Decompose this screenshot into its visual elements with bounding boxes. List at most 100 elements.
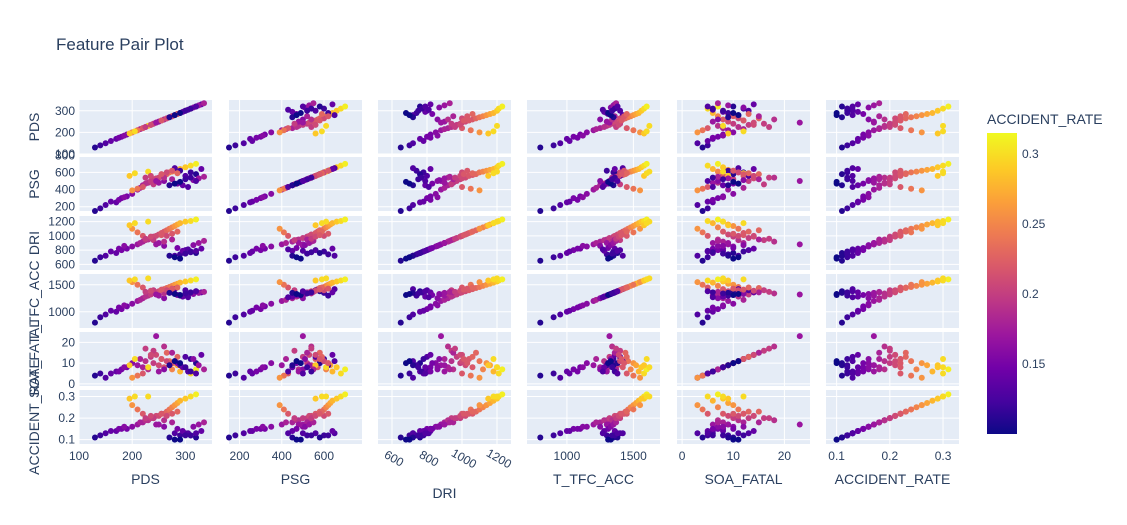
scatter-point bbox=[838, 257, 845, 264]
scatter-point bbox=[410, 362, 416, 369]
scatter-point bbox=[849, 430, 856, 437]
scatter-point bbox=[599, 184, 606, 190]
scatter-point bbox=[918, 112, 925, 119]
scatter-point bbox=[618, 410, 625, 417]
scatter-point bbox=[934, 164, 941, 171]
scatter-point bbox=[193, 370, 200, 377]
scatter-point bbox=[201, 419, 208, 426]
scatter-point bbox=[750, 101, 757, 108]
scatter-point bbox=[945, 103, 952, 110]
scatter-point bbox=[550, 142, 557, 149]
scatter-point bbox=[735, 237, 742, 244]
scatter-point bbox=[187, 169, 194, 176]
scatter-point bbox=[881, 174, 888, 181]
scatter-point bbox=[166, 182, 173, 189]
scatter-point bbox=[924, 280, 931, 287]
scatter-point bbox=[403, 292, 409, 299]
scatter-point bbox=[720, 428, 727, 435]
scatter-point bbox=[725, 412, 732, 419]
scatter-point bbox=[849, 288, 856, 295]
scatter-point bbox=[740, 128, 747, 135]
scatter-point bbox=[892, 121, 899, 128]
scatter-point bbox=[182, 353, 189, 360]
scatter-point bbox=[131, 276, 138, 283]
scatter-point bbox=[537, 319, 544, 326]
scatter-point bbox=[870, 298, 877, 304]
scatter-point bbox=[618, 356, 625, 362]
scatter-point bbox=[476, 225, 483, 232]
scatter-point bbox=[709, 308, 716, 315]
scatter-point bbox=[441, 421, 448, 428]
panel-PSG-vs-DRI bbox=[378, 157, 511, 214]
scatter-point bbox=[158, 117, 165, 124]
scatter-point bbox=[280, 406, 287, 413]
scatter-point bbox=[325, 230, 332, 237]
scatter-point bbox=[865, 423, 872, 430]
scatter-point bbox=[537, 372, 544, 379]
scatter-point bbox=[446, 173, 453, 180]
scatter-point bbox=[187, 105, 194, 112]
scatter-point bbox=[897, 364, 904, 371]
scatter-point bbox=[699, 208, 706, 214]
scatter-point bbox=[714, 116, 721, 123]
scatter-point bbox=[709, 425, 716, 432]
scatter-point bbox=[940, 168, 947, 175]
scatter-point bbox=[182, 176, 189, 183]
scatter-point bbox=[725, 289, 732, 296]
scatter-point bbox=[446, 100, 453, 107]
scatter-point bbox=[499, 366, 506, 373]
scatter-point bbox=[929, 279, 936, 286]
scatter-point bbox=[740, 248, 747, 255]
scatter-point bbox=[892, 358, 899, 365]
scatter-point bbox=[745, 121, 752, 128]
scatter-point bbox=[240, 202, 247, 208]
scatter-point bbox=[557, 374, 564, 381]
y-axis-title: ACCIDENT_RATE bbox=[26, 359, 42, 475]
scatter-point bbox=[171, 112, 178, 119]
scatter-point bbox=[641, 362, 648, 369]
scatter-point bbox=[460, 232, 467, 239]
scatter-point bbox=[945, 160, 952, 167]
scatter-point bbox=[448, 181, 455, 188]
scatter-point bbox=[174, 170, 181, 177]
scatter-point bbox=[881, 343, 888, 350]
scatter-point bbox=[849, 103, 856, 110]
scatter-point bbox=[190, 423, 197, 430]
scatter-point bbox=[308, 174, 315, 181]
scatter-point bbox=[646, 393, 653, 400]
scatter-point bbox=[574, 368, 581, 375]
scatter-point bbox=[574, 304, 581, 311]
panel-DRI-vs-PSG bbox=[226, 216, 362, 270]
scatter-point bbox=[460, 286, 467, 293]
scatter-point bbox=[550, 432, 557, 439]
scatter-point bbox=[886, 181, 893, 188]
scatter-point bbox=[142, 415, 149, 422]
y-axis-title: PDS bbox=[26, 113, 42, 142]
scatter-point bbox=[193, 247, 200, 254]
scatter-point bbox=[579, 132, 586, 139]
scatter-point bbox=[494, 168, 500, 175]
scatter-point bbox=[436, 290, 443, 297]
scatter-point bbox=[434, 302, 441, 309]
scatter-point bbox=[126, 130, 133, 137]
scatter-point bbox=[771, 290, 778, 297]
scatter-point bbox=[316, 117, 323, 124]
scatter-point bbox=[193, 103, 200, 110]
scatter-point bbox=[934, 277, 941, 284]
scatter-point bbox=[714, 419, 721, 426]
scatter-point bbox=[854, 198, 861, 205]
scatter-point bbox=[494, 218, 500, 225]
scatter-point bbox=[725, 182, 732, 189]
scatter-point bbox=[182, 290, 189, 297]
scatter-point bbox=[557, 202, 564, 208]
scatter-point bbox=[410, 202, 416, 208]
scatter-point bbox=[316, 232, 323, 239]
scatter-point bbox=[720, 286, 727, 293]
scatter-point bbox=[166, 114, 173, 121]
scatter-point bbox=[158, 232, 165, 239]
scatter-point bbox=[232, 142, 239, 149]
x-tick-label: 800 bbox=[417, 447, 442, 469]
scatter-point bbox=[115, 425, 122, 432]
scatter-point bbox=[429, 360, 436, 367]
panel-PDS-vs-PDS bbox=[78, 100, 212, 155]
